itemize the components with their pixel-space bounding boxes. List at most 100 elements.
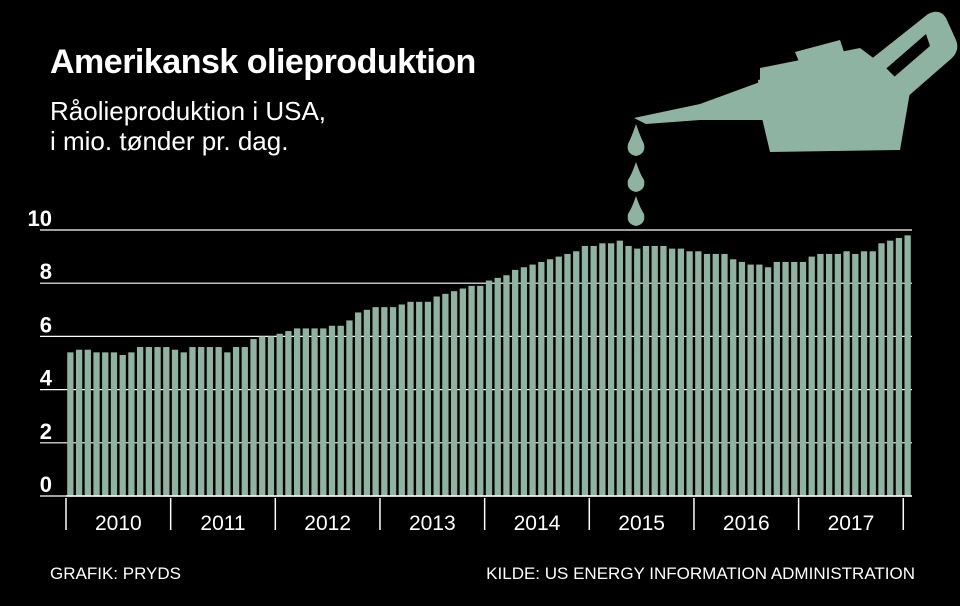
y-tick-label: 8 [40,259,52,284]
chart-title: Amerikansk olieproduktion [50,43,476,81]
bar [84,349,91,496]
bar [346,320,353,496]
bar [433,296,440,496]
bar [372,307,379,496]
bar [215,347,222,496]
bar [468,285,475,496]
bar [503,275,510,496]
chart-subtitle: Råolieproduktion i USA, i mio. tønder pr… [50,96,470,156]
bar [686,251,693,496]
bar [102,352,109,496]
x-tick-label: 2012 [304,512,351,535]
bar [485,280,493,496]
bar [660,245,667,496]
bar [93,352,100,496]
bar [852,253,859,496]
bar [494,277,501,496]
bar [538,261,545,496]
bar [887,240,894,496]
bar [799,261,807,496]
bar [328,325,336,496]
bar [843,251,850,496]
gridlines [40,229,912,497]
bar [520,267,528,496]
bar [198,347,205,496]
bar [625,245,632,496]
x-tick-label: 2011 [200,512,245,535]
x-tick-label: 2010 [95,512,142,535]
bar [529,264,536,496]
bar [189,347,196,496]
bar [163,347,170,496]
bar [878,243,885,496]
y-tick-label: 10 [28,206,52,231]
bar [555,256,562,496]
bar [599,243,606,496]
bar [764,267,772,496]
oil-drop-2 [627,162,645,192]
bar [398,304,405,496]
bar [302,328,309,496]
x-axis: 2010 2011 2012 2013 2014 2015 2016 2017 [65,495,912,535]
bar [241,347,248,496]
bar [669,248,676,496]
bar [250,339,257,496]
y-tick-label: 2 [40,419,52,444]
bar [119,355,126,496]
bar [677,248,685,496]
bar [904,235,911,496]
bar [616,240,623,496]
bar [276,333,283,496]
bar [546,259,554,496]
bar [738,261,746,496]
bars [67,235,911,497]
bar [337,325,344,496]
bar [791,261,798,496]
bar [136,347,144,496]
x-tick-label: 2016 [723,512,770,535]
bar [180,352,187,496]
bar [512,269,519,496]
bar [564,253,571,496]
bar [320,328,327,496]
bar [712,253,719,496]
bar [721,253,728,496]
bar [206,347,214,496]
x-tick-label: 2017 [828,512,875,535]
bar [154,347,161,496]
bar [607,243,615,496]
bar [128,352,135,496]
bar [67,352,74,496]
oil-drop-1 [627,124,645,156]
x-tick-label: 2013 [409,512,456,535]
bar [826,253,833,496]
bar [895,237,903,497]
bar [232,347,240,496]
bar [389,307,397,496]
bar [834,253,842,496]
bar [285,331,292,496]
bar [695,251,702,496]
bar [573,251,580,496]
bar [477,285,484,496]
y-tick-label: 0 [40,472,52,497]
bar [634,248,641,496]
bar [773,261,780,496]
bar [311,328,318,496]
bar [145,347,152,496]
x-tick-label: 2015 [618,512,665,535]
bar [267,336,275,496]
bar [442,293,449,496]
oil-drop-3 [627,196,645,226]
bar [730,259,737,496]
bar [416,301,423,496]
y-axis-ticks: 0 2 4 6 8 10 [28,206,53,497]
bar [171,349,179,496]
bar [355,312,362,496]
credit-text: GRAFIK: PRYDS [50,564,181,583]
subtitle-line-1: Råolieproduktion i USA, [50,96,327,126]
bar [75,349,83,496]
bar [424,301,432,496]
bar [642,245,650,496]
